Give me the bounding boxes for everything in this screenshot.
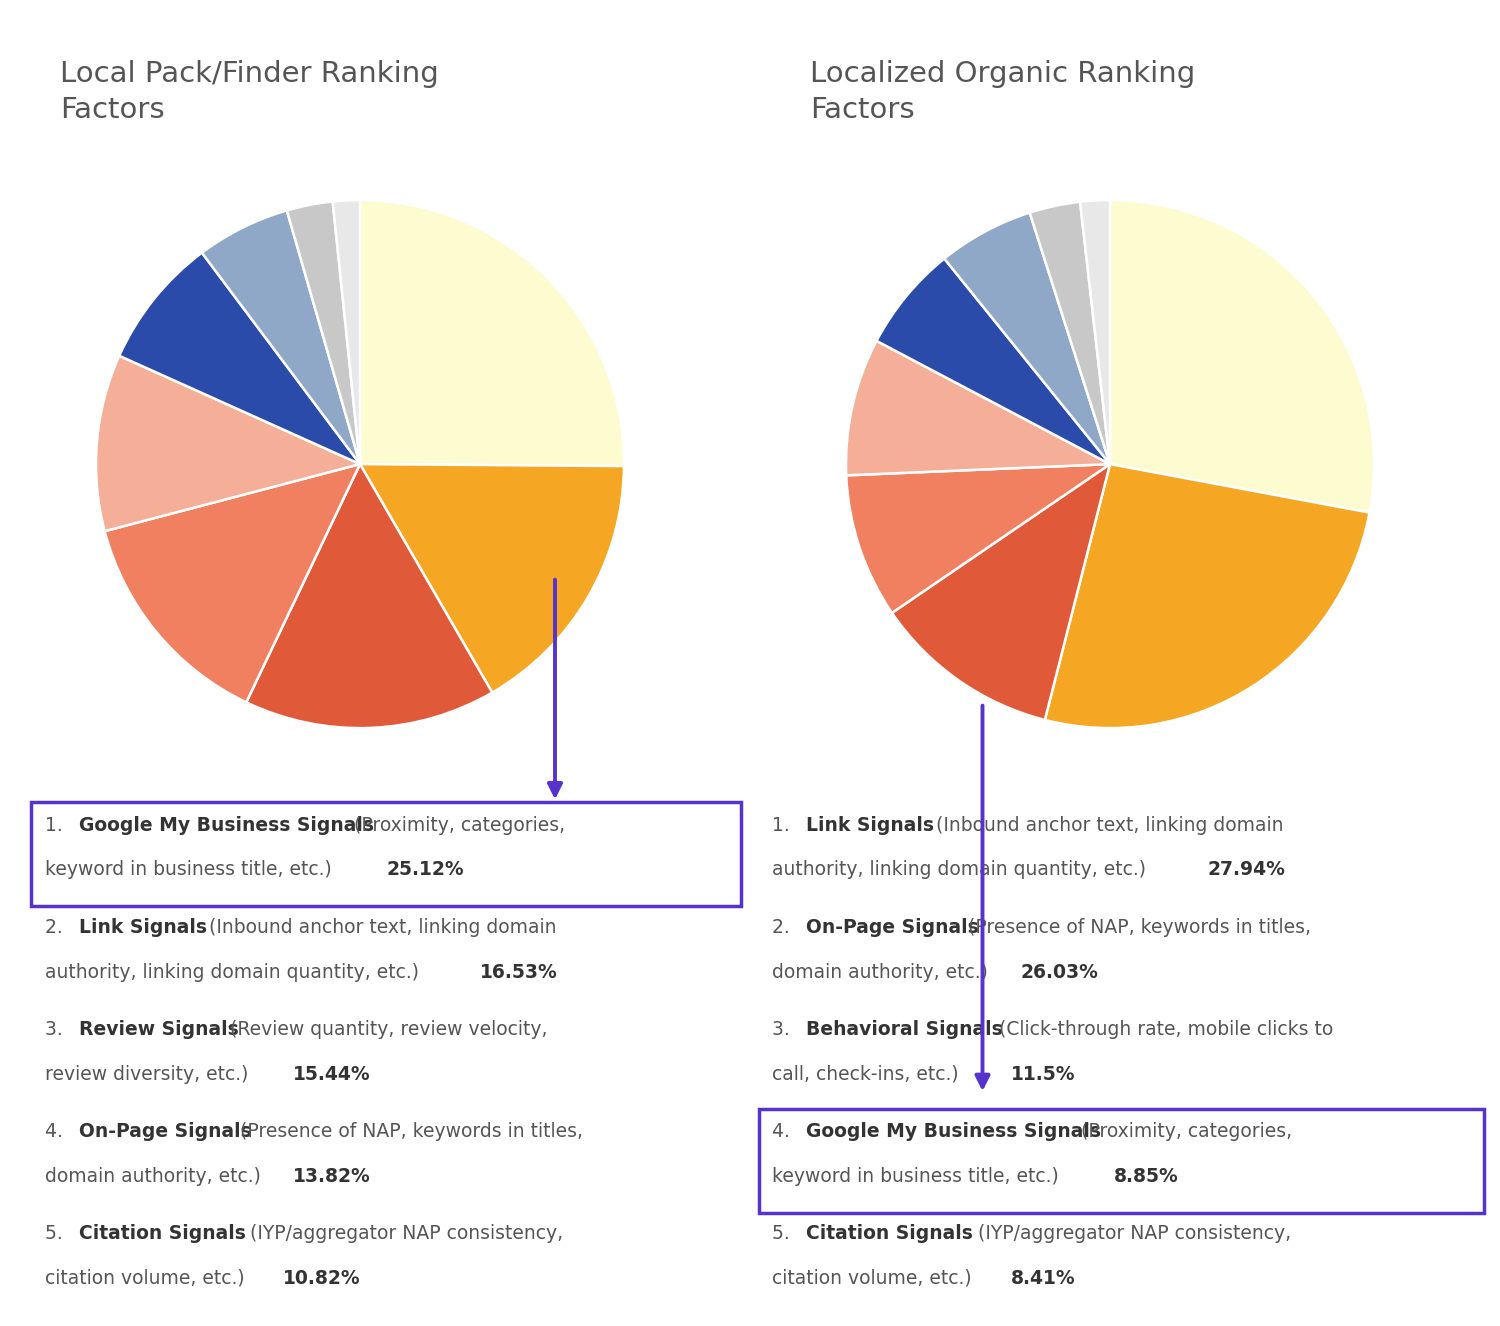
Text: keyword in business title, etc.): keyword in business title, etc.)	[45, 861, 338, 879]
Text: 4.: 4.	[772, 1122, 796, 1140]
Text: 1.: 1.	[45, 815, 69, 834]
Wedge shape	[96, 355, 360, 532]
Text: 5.: 5.	[45, 1224, 69, 1242]
Text: Google My Business Signals: Google My Business Signals	[807, 1122, 1101, 1140]
Wedge shape	[105, 464, 360, 703]
Text: (IYP/aggregator NAP consistency,: (IYP/aggregator NAP consistency,	[244, 1224, 564, 1242]
Text: citation volume, etc.): citation volume, etc.)	[772, 1269, 978, 1288]
Text: authority, linking domain quantity, etc.): authority, linking domain quantity, etc.…	[45, 963, 424, 981]
Wedge shape	[120, 253, 360, 464]
Text: 1.: 1.	[772, 815, 796, 834]
Text: Local Pack/Finder Ranking
Factors: Local Pack/Finder Ranking Factors	[60, 60, 438, 125]
Text: (Inbound anchor text, linking domain: (Inbound anchor text, linking domain	[930, 815, 1284, 834]
Text: Citation Signals: Citation Signals	[78, 1224, 246, 1242]
Text: 2.: 2.	[772, 918, 796, 936]
Text: (Proximity, categories,: (Proximity, categories,	[348, 815, 566, 834]
Text: (Proximity, categories,: (Proximity, categories,	[1076, 1122, 1293, 1140]
Text: 25.12%: 25.12%	[387, 861, 464, 879]
Text: 3.: 3.	[772, 1020, 796, 1038]
Wedge shape	[846, 341, 1110, 476]
Wedge shape	[360, 200, 624, 467]
Text: 16.53%: 16.53%	[480, 963, 558, 981]
Wedge shape	[1046, 464, 1370, 728]
Text: 8.41%: 8.41%	[1011, 1269, 1076, 1288]
Text: review diversity, etc.): review diversity, etc.)	[45, 1065, 255, 1083]
Text: 15.44%: 15.44%	[294, 1065, 370, 1083]
Wedge shape	[360, 464, 624, 692]
Wedge shape	[202, 211, 360, 464]
Text: Behavioral Signals: Behavioral Signals	[807, 1020, 1004, 1038]
Wedge shape	[1029, 202, 1110, 464]
Text: On-Page Signals: On-Page Signals	[78, 1122, 252, 1140]
Text: (Presence of NAP, keywords in titles,: (Presence of NAP, keywords in titles,	[962, 918, 1311, 936]
Text: On-Page Signals: On-Page Signals	[807, 918, 980, 936]
Wedge shape	[1110, 200, 1374, 513]
Wedge shape	[892, 464, 1110, 720]
Text: Citation Signals: Citation Signals	[807, 1224, 974, 1242]
Text: 8.85%: 8.85%	[1114, 1167, 1179, 1185]
Text: 26.03%: 26.03%	[1022, 963, 1100, 981]
Wedge shape	[945, 212, 1110, 464]
Text: Localized Organic Ranking
Factors: Localized Organic Ranking Factors	[810, 60, 1196, 125]
Text: (Inbound anchor text, linking domain: (Inbound anchor text, linking domain	[202, 918, 556, 936]
Text: (IYP/aggregator NAP consistency,: (IYP/aggregator NAP consistency,	[972, 1224, 1292, 1242]
Text: Review Signals: Review Signals	[78, 1020, 239, 1038]
Text: citation volume, etc.): citation volume, etc.)	[45, 1269, 251, 1288]
Text: (Click-through rate, mobile clicks to: (Click-through rate, mobile clicks to	[993, 1020, 1334, 1038]
Wedge shape	[246, 464, 492, 728]
Text: authority, linking domain quantity, etc.): authority, linking domain quantity, etc.…	[772, 861, 1152, 879]
Text: 13.82%: 13.82%	[294, 1167, 370, 1185]
Text: (Presence of NAP, keywords in titles,: (Presence of NAP, keywords in titles,	[234, 1122, 584, 1140]
Text: keyword in business title, etc.): keyword in business title, etc.)	[772, 1167, 1065, 1185]
Text: 2.: 2.	[45, 918, 69, 936]
Text: domain authority, etc.): domain authority, etc.)	[772, 963, 994, 981]
Text: 11.5%: 11.5%	[1011, 1065, 1076, 1083]
Wedge shape	[286, 202, 360, 464]
Wedge shape	[1080, 200, 1110, 464]
Text: Link Signals: Link Signals	[807, 815, 934, 834]
Text: 27.94%: 27.94%	[1208, 861, 1286, 879]
Text: Google My Business Signals: Google My Business Signals	[78, 815, 374, 834]
Text: call, check-ins, etc.): call, check-ins, etc.)	[772, 1065, 964, 1083]
Wedge shape	[846, 464, 1110, 613]
Text: 10.82%: 10.82%	[284, 1269, 360, 1288]
Wedge shape	[333, 200, 360, 464]
Text: 5.: 5.	[772, 1224, 796, 1242]
Text: (Review quantity, review velocity,: (Review quantity, review velocity,	[224, 1020, 548, 1038]
Text: domain authority, etc.): domain authority, etc.)	[45, 1167, 267, 1185]
Text: 4.: 4.	[45, 1122, 69, 1140]
Text: 3.: 3.	[45, 1020, 69, 1038]
Text: Link Signals: Link Signals	[78, 918, 207, 936]
Wedge shape	[876, 259, 1110, 464]
